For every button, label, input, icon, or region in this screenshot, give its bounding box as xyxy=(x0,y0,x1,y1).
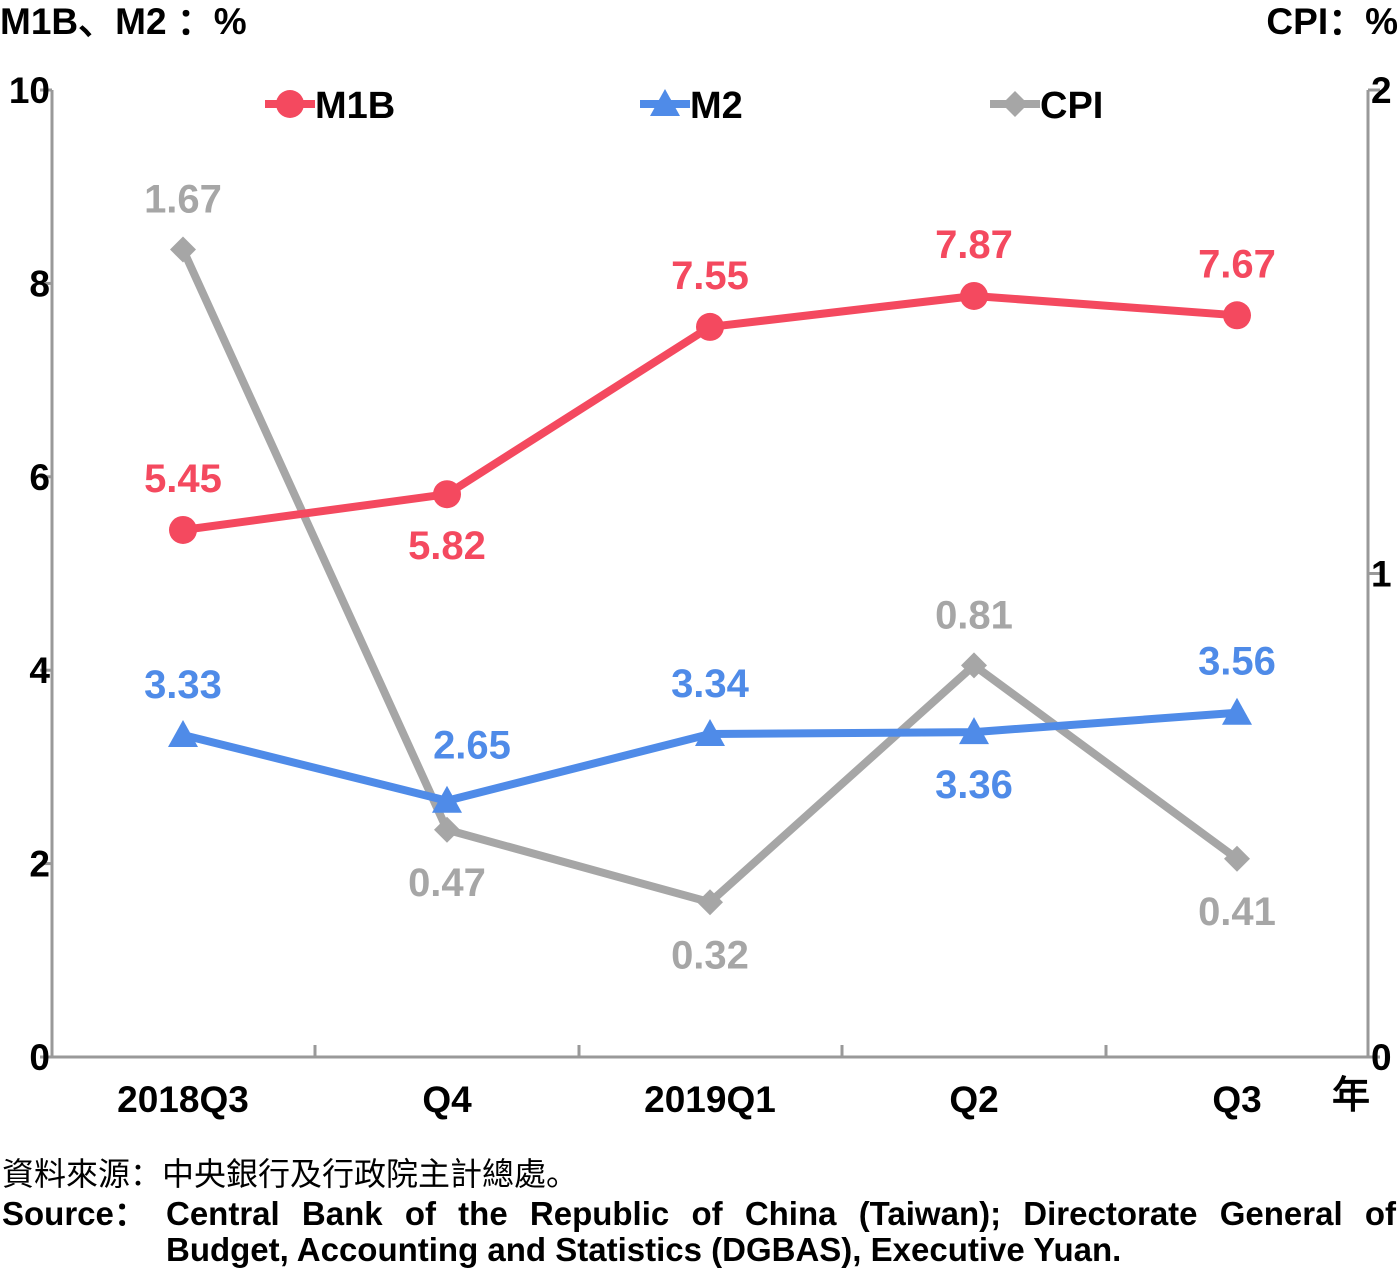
right-tick-label: 2 xyxy=(1371,70,1392,111)
legend-marker-m1b xyxy=(276,90,304,118)
x-unit-label: 年 xyxy=(1332,1075,1370,1117)
right-tick-label: 0 xyxy=(1371,1037,1392,1078)
x-category-label: 2019Q1 xyxy=(644,1079,776,1120)
point-m2 xyxy=(959,717,989,745)
chart-series: 1.67 0.47 0.32 0.81 0.41 3.33 2.65 3.34 3.36 3.56… xyxy=(144,178,1276,978)
data-label-cpi: 0.32 xyxy=(671,933,749,977)
source-english-text: Central Bank of the Republic of China (T… xyxy=(166,1195,1396,1268)
left-tick-label: 10 xyxy=(9,70,50,111)
point-m1b xyxy=(1223,301,1251,330)
point-cpi xyxy=(1224,845,1250,872)
chart-axes: 0 2 4 6 8 10 0 1 2 2018Q3 Q4 2019Q1 Q2 Q3 年 M1B、M2 ：% CP… xyxy=(0,1,1398,1120)
source-english-label: Source： xyxy=(2,1195,147,1232)
x-category-label: Q2 xyxy=(949,1079,998,1120)
left-tick-label: 4 xyxy=(29,650,50,691)
left-tick-label: 8 xyxy=(29,263,50,304)
point-m2 xyxy=(1222,697,1252,725)
data-label-m2: 3.34 xyxy=(671,662,750,706)
left-tick-label: 2 xyxy=(29,844,50,885)
series-m1b: 5.45 5.82 7.55 7.87 7.67 xyxy=(144,223,1276,568)
chart-legend: M1B M2 CPI xyxy=(265,85,1103,127)
source-note: 資料來源：中央銀行及行政院主計總處。 Source： Central Bank … xyxy=(0,1152,1400,1268)
chart-svg: 0 2 4 6 8 10 0 1 2 2018Q3 Q4 2019Q1 Q2 Q3 年 M1B、M2 ：% CP… xyxy=(0,1,1398,1120)
source-english: Source： Central Bank of the Republic of … xyxy=(0,1196,1400,1268)
point-m1b xyxy=(169,515,197,544)
data-label-m1b: 7.87 xyxy=(935,223,1013,267)
point-m1b xyxy=(696,312,724,341)
point-m2 xyxy=(168,719,198,747)
point-m2 xyxy=(695,719,725,747)
x-category-label: Q3 xyxy=(1212,1079,1261,1120)
x-category-label: 2018Q3 xyxy=(117,1079,249,1120)
legend-label-m2: M2 xyxy=(690,85,743,127)
right-tick-label: 1 xyxy=(1371,554,1392,595)
data-label-cpi: 1.67 xyxy=(144,178,222,222)
data-label-cpi: 0.81 xyxy=(935,593,1013,637)
series-m2: 3.33 2.65 3.34 3.36 3.56 xyxy=(144,640,1276,813)
legend-label-cpi: CPI xyxy=(1040,85,1103,127)
series-line-cpi xyxy=(179,247,1240,907)
legend-marker-m2 xyxy=(650,89,680,116)
data-label-m1b: 5.45 xyxy=(144,457,222,501)
point-cpi xyxy=(961,652,987,679)
point-m1b xyxy=(960,281,988,310)
data-label-m2: 3.33 xyxy=(144,663,222,707)
point-m2 xyxy=(432,785,462,813)
right-axis-title: CPI：% xyxy=(1266,1,1398,42)
data-label-m1b: 5.82 xyxy=(408,524,486,568)
point-cpi xyxy=(434,816,460,843)
data-label-m1b: 7.55 xyxy=(671,254,749,298)
data-label-m2: 3.56 xyxy=(1198,640,1276,684)
source-chinese: 資料來源：中央銀行及行政院主計總處。 xyxy=(2,1156,579,1192)
point-cpi xyxy=(697,889,723,916)
x-category-label: Q4 xyxy=(422,1079,472,1120)
left-tick-label: 0 xyxy=(29,1037,50,1078)
data-label-m2: 2.65 xyxy=(433,724,511,768)
legend-marker-cpi xyxy=(1002,91,1028,117)
point-m1b xyxy=(433,480,461,509)
left-axis-title: M1B、M2 ：% xyxy=(0,1,247,42)
data-label-cpi: 0.41 xyxy=(1198,890,1276,934)
point-cpi xyxy=(170,236,196,263)
legend-label-m1b: M1B xyxy=(315,85,395,127)
series-cpi: 1.67 0.47 0.32 0.81 0.41 xyxy=(144,178,1276,978)
data-label-cpi: 0.47 xyxy=(408,861,486,905)
data-label-m2: 3.36 xyxy=(935,763,1013,807)
data-label-m1b: 7.67 xyxy=(1198,242,1276,286)
left-tick-label: 6 xyxy=(29,457,50,498)
